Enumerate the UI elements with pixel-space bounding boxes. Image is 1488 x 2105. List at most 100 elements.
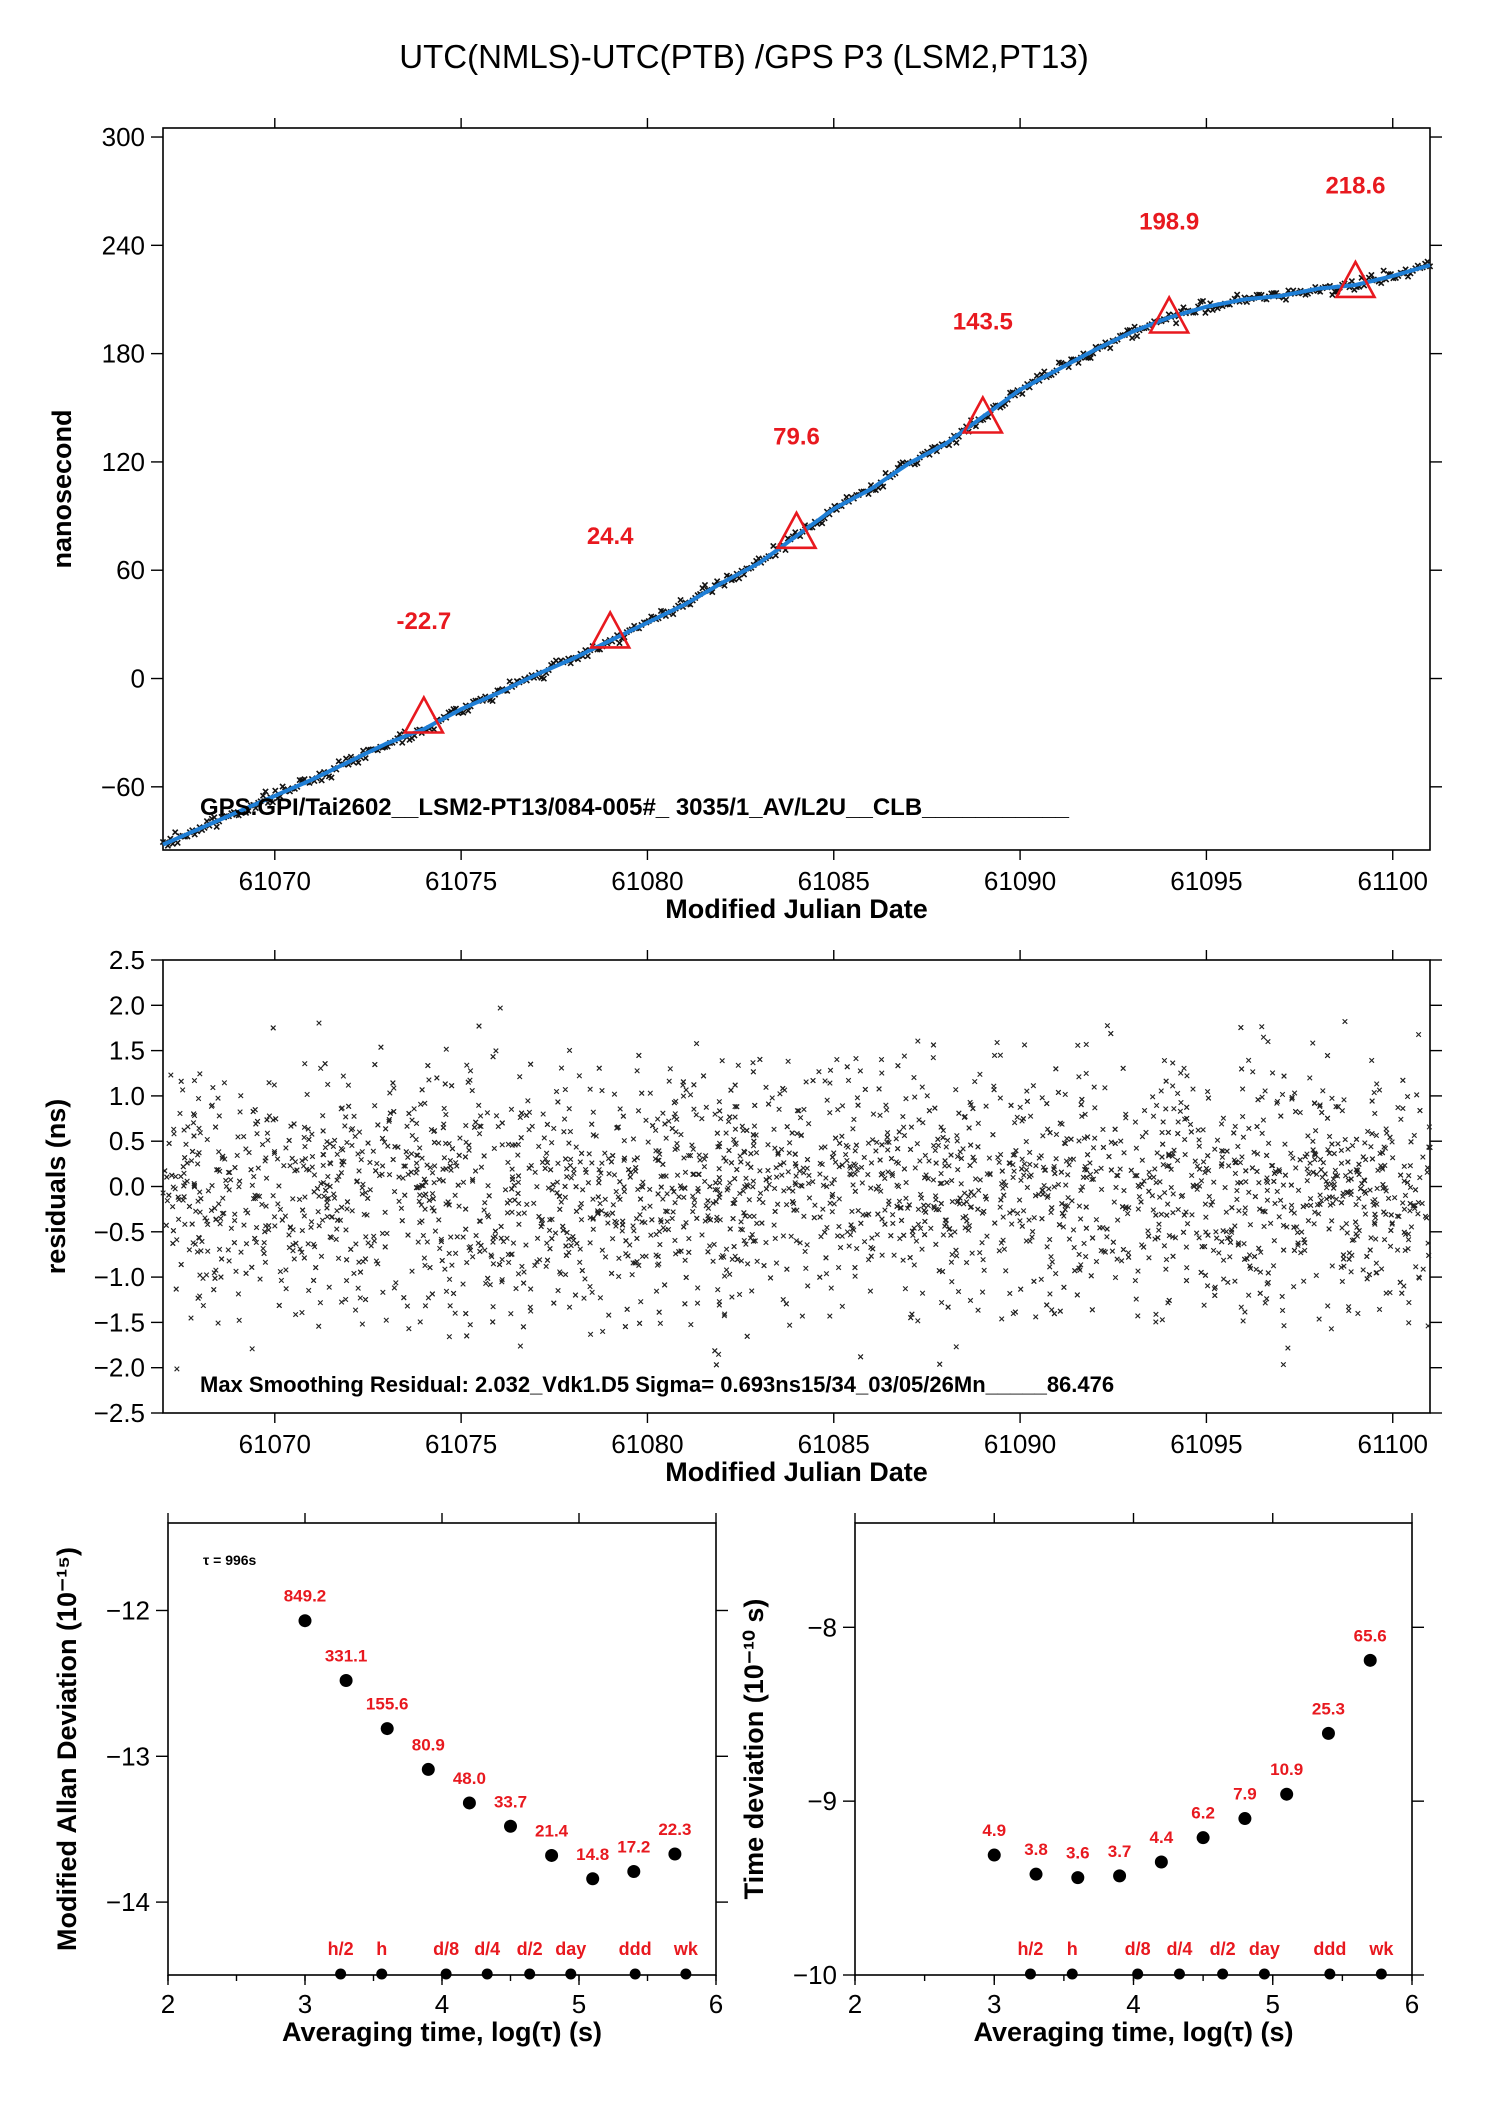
- residual-point: [383, 1317, 389, 1323]
- residual-point: [818, 1233, 824, 1240]
- residual-point: [563, 1166, 570, 1172]
- phase-ylabel: nanosecond: [47, 409, 77, 568]
- residual-point: [904, 1205, 911, 1211]
- residual-point: [341, 1159, 347, 1165]
- residual-point: [955, 1167, 961, 1173]
- residual-point: [907, 1254, 913, 1261]
- phase-point: [1172, 320, 1180, 327]
- tdev-point-label: 25.3: [1312, 1699, 1345, 1718]
- residual-point: [343, 1114, 349, 1120]
- residual-point: [256, 1193, 263, 1200]
- residual-point: [1065, 1172, 1071, 1178]
- residual-point: [611, 1172, 618, 1178]
- residual-point: [786, 1322, 793, 1328]
- tdev-point: [1154, 1855, 1168, 1869]
- residual-point: [1156, 1227, 1162, 1233]
- residual-point: [975, 1120, 982, 1127]
- residual-point: [682, 1185, 688, 1192]
- residual-point: [512, 1197, 518, 1203]
- residual-point: [555, 1099, 561, 1105]
- residual-point: [674, 1145, 680, 1151]
- tdev-ref-dot: [1066, 1968, 1078, 1980]
- residual-point: [365, 1240, 371, 1246]
- residual-point: [972, 1176, 979, 1182]
- residual-point: [953, 1247, 959, 1254]
- residual-point: [763, 1186, 770, 1192]
- mdev-ytick-label: −13: [106, 1741, 150, 1771]
- residual-point: [1153, 1319, 1159, 1325]
- residual-point: [631, 1228, 637, 1234]
- residual-point: [1312, 1209, 1318, 1215]
- residual-point: [402, 1163, 409, 1169]
- residual-point: [1300, 1278, 1307, 1284]
- residual-point: [1389, 1155, 1396, 1161]
- residual-point: [424, 1239, 431, 1245]
- residual-point: [508, 1186, 515, 1192]
- residual-point: [1372, 1236, 1379, 1242]
- residual-point: [672, 1237, 678, 1244]
- residual-point: [961, 1201, 967, 1207]
- residual-point: [763, 1239, 769, 1246]
- residual-point: [305, 1126, 311, 1132]
- residual-point: [226, 1187, 232, 1193]
- residual-point: [447, 1157, 454, 1164]
- phase-point: [1019, 390, 1026, 398]
- residual-point: [977, 1249, 983, 1256]
- residual-point: [1360, 1267, 1366, 1273]
- residual-point: [1310, 1138, 1316, 1144]
- residual-point: [1251, 1149, 1257, 1156]
- residual-point: [876, 1086, 882, 1092]
- residual-point: [824, 1097, 830, 1103]
- residual-point: [619, 1218, 626, 1224]
- tdev-frame: [854, 1522, 1413, 1976]
- residual-point: [725, 1118, 732, 1125]
- residual-point: [975, 1144, 981, 1150]
- residual-point: [1425, 1240, 1431, 1246]
- residual-point: [602, 1150, 608, 1156]
- residual-point: [314, 1185, 321, 1192]
- residual-point: [888, 1155, 895, 1162]
- residual-point: [534, 1184, 540, 1190]
- residual-point: [324, 1205, 330, 1211]
- residual-point: [1356, 1161, 1362, 1167]
- residual-point: [302, 1194, 308, 1200]
- residual-point: [446, 1276, 453, 1282]
- residual-point: [402, 1192, 408, 1198]
- residual-point: [612, 1218, 618, 1225]
- residual-point: [640, 1179, 646, 1185]
- residual-point: [408, 1169, 414, 1175]
- residual-point: [1203, 1165, 1210, 1172]
- residual-point: [944, 1137, 951, 1143]
- residual-point: [622, 1323, 629, 1330]
- residual-point: [226, 1258, 232, 1264]
- residual-point: [316, 1223, 322, 1229]
- residual-point: [1118, 1258, 1125, 1264]
- residual-point: [250, 1196, 257, 1202]
- residual-point: [309, 1153, 316, 1160]
- residual-point: [865, 1171, 871, 1178]
- residual-point: [457, 1135, 463, 1141]
- residual-point: [563, 1243, 569, 1249]
- residual-point: [217, 1221, 223, 1227]
- phase-point: [272, 787, 279, 794]
- residual-point: [1267, 1220, 1274, 1227]
- residual-point: [674, 1172, 681, 1178]
- residual-point: [169, 1203, 176, 1210]
- residual-point: [463, 1122, 469, 1129]
- residual-point: [1168, 1184, 1174, 1191]
- residual-point: [933, 1160, 939, 1166]
- residual-point: [1250, 1069, 1256, 1075]
- residual-point: [1011, 1168, 1017, 1174]
- residual-point: [226, 1169, 233, 1176]
- residual-point: [1070, 1156, 1077, 1162]
- residual-point: [1252, 1193, 1259, 1200]
- residual-point: [357, 1295, 364, 1301]
- residual-point: [1033, 1163, 1039, 1169]
- residual-point: [261, 1250, 267, 1257]
- residual-point: [1203, 1214, 1209, 1220]
- residual-point: [485, 1183, 491, 1189]
- residual-point: [416, 1198, 422, 1205]
- residual-point: [1083, 1253, 1089, 1260]
- residual-point: [731, 1243, 737, 1250]
- residual-point: [1324, 1115, 1331, 1121]
